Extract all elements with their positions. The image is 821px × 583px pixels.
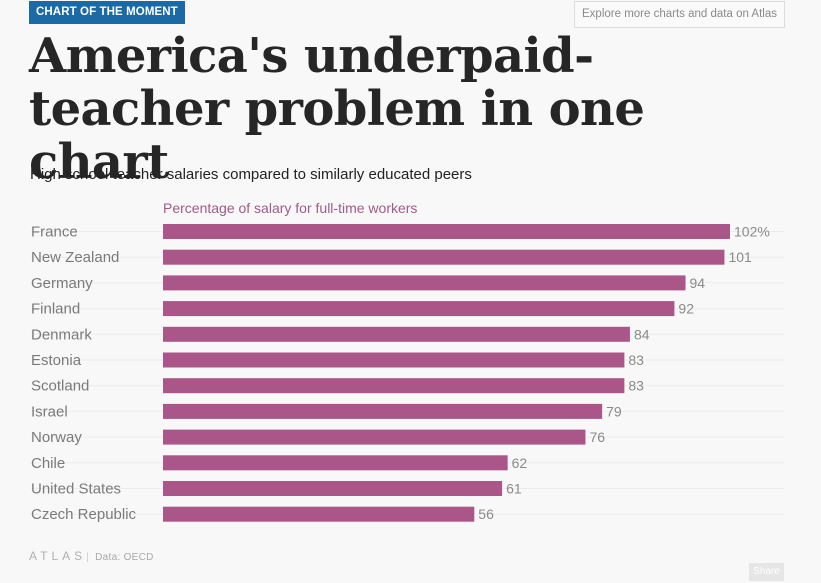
category-label: New Zealand bbox=[31, 249, 119, 266]
category-label: Czech Republic bbox=[31, 506, 137, 523]
bar-france[interactable] bbox=[163, 224, 730, 239]
value-label: 101 bbox=[728, 249, 752, 265]
value-label: 83 bbox=[628, 378, 644, 394]
category-label: Norway bbox=[31, 429, 82, 446]
atlas-logo: ATLAS bbox=[29, 549, 87, 563]
explore-atlas-link[interactable]: Explore more charts and data on Atlas bbox=[574, 1, 785, 28]
bar-estonia[interactable] bbox=[163, 352, 625, 368]
value-label: 102% bbox=[734, 224, 770, 240]
category-label: Chile bbox=[31, 455, 65, 472]
x-axis-title: Percentage of salary for full-time worke… bbox=[163, 200, 417, 216]
category-label: Germany bbox=[31, 275, 93, 292]
category-label: Estonia bbox=[31, 352, 82, 369]
source-footer: ATLAS| Data: OECD bbox=[29, 549, 154, 563]
value-label: 92 bbox=[678, 301, 694, 317]
bar-finland[interactable] bbox=[163, 301, 675, 317]
category-label: France bbox=[31, 224, 78, 241]
category-label: United States bbox=[31, 481, 121, 498]
bar-united-states[interactable] bbox=[163, 481, 503, 496]
category-label: Israel bbox=[31, 403, 68, 420]
value-label: 83 bbox=[628, 352, 644, 368]
bar-denmark[interactable] bbox=[163, 326, 630, 342]
bar-chile[interactable] bbox=[163, 455, 508, 471]
bar-israel[interactable] bbox=[163, 403, 603, 419]
value-label: 94 bbox=[690, 275, 706, 291]
bar-norway[interactable] bbox=[163, 429, 586, 445]
value-label: 79 bbox=[606, 403, 622, 419]
value-label: 76 bbox=[589, 429, 605, 445]
share-button[interactable]: Share bbox=[749, 563, 784, 581]
category-label: Denmark bbox=[31, 326, 92, 343]
bar-new-zealand[interactable] bbox=[163, 249, 725, 265]
bar-germany[interactable] bbox=[163, 275, 686, 291]
bar-scotland[interactable] bbox=[163, 378, 625, 394]
value-label: 84 bbox=[634, 326, 650, 342]
value-label: 62 bbox=[512, 455, 528, 471]
value-label: 56 bbox=[478, 506, 494, 522]
value-label: 61 bbox=[506, 481, 522, 497]
footer-separator: | bbox=[86, 552, 90, 563]
bar-czech-republic[interactable] bbox=[163, 506, 475, 522]
category-label: Scotland bbox=[31, 378, 89, 395]
chart-subtitle: High school teacher salaries compared to… bbox=[30, 166, 472, 183]
data-source-label: Data: OECD bbox=[95, 552, 154, 563]
chart-of-the-moment-badge: CHART OF THE MOMENT bbox=[29, 1, 185, 24]
category-label: Finland bbox=[31, 301, 80, 318]
page-title: America's underpaid-teacher problem in o… bbox=[29, 28, 645, 190]
